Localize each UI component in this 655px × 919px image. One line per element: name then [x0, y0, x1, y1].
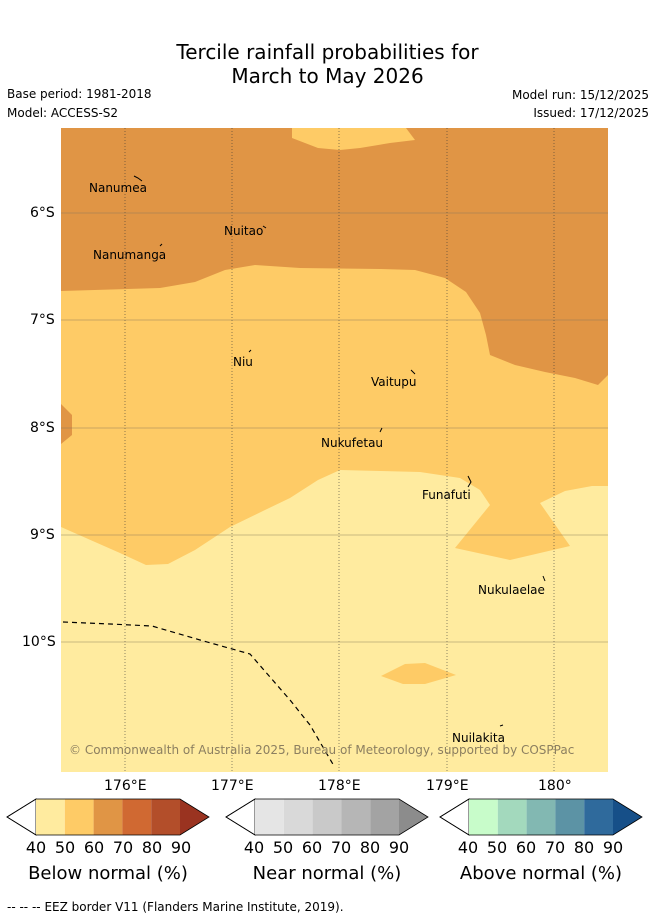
tick-label: 70	[330, 838, 352, 857]
eez-legend-text: EEZ border V11 (Flanders Marine Institut…	[44, 900, 344, 914]
place-nanumea: Nanumea	[89, 181, 147, 195]
colorbar-label-above: Above normal (%)	[459, 863, 623, 884]
place-nuilakita: Nuilakita	[452, 731, 505, 745]
tick-label: 80	[141, 838, 163, 857]
lon-label-180: 180°	[538, 778, 572, 794]
tick-label: 40	[243, 838, 265, 857]
issued-date: Issued: 17/12/2025	[533, 106, 649, 120]
lon-label-178e: 178°E	[318, 778, 361, 794]
lat-label-6s: 6°S	[30, 205, 55, 221]
place-funafuti: Funafuti	[422, 488, 471, 502]
colorbar-outline	[439, 798, 643, 836]
zone-below-50-60-patch	[381, 663, 456, 684]
tick-label: 80	[359, 838, 381, 857]
place-nukufetau: Nukufetau	[321, 436, 384, 450]
colorbar-outline	[6, 798, 210, 836]
eez-border	[62, 621, 335, 767]
copyright: © Commonwealth of Australia 2025, Bureau…	[69, 743, 575, 757]
colorbar-segment	[36, 799, 65, 835]
tick-label: 50	[272, 838, 294, 857]
colorbar-below	[6, 798, 210, 836]
colorbar-over-triangle	[613, 799, 642, 835]
colorbar-label-near: Near normal (%)	[252, 863, 402, 884]
tick-label: 60	[301, 838, 323, 857]
place-vaitupu: Vaitupu	[371, 375, 417, 389]
title-line-2: March to May 2026	[231, 64, 424, 88]
zone-below-60-70	[61, 128, 608, 385]
lon-label-179e: 179°E	[426, 778, 469, 794]
tick-label: 60	[515, 838, 537, 857]
lat-label-10s: 10°S	[22, 634, 56, 650]
colorbar-segment	[555, 799, 585, 835]
colorbar-segment	[255, 799, 284, 835]
colorbar-segment	[93, 799, 123, 835]
tick-label: 50	[486, 838, 508, 857]
colorbar-segment	[469, 799, 498, 835]
colorbar-under-triangle	[225, 798, 256, 836]
place-nanumanga: Nanumanga	[93, 248, 167, 262]
lat-label-9s: 9°S	[30, 527, 55, 543]
map-area	[61, 128, 608, 772]
place-niu: Niu	[233, 355, 253, 369]
place-nukulaelae: Nukulaelae	[478, 583, 545, 597]
colorbar-near	[225, 798, 429, 836]
lon-label-176e: 176°E	[104, 778, 147, 794]
colorbar-label-below: Below normal (%)	[28, 863, 188, 884]
colorbar-above	[439, 798, 643, 836]
lon-label-177e: 177°E	[211, 778, 254, 794]
colorbar-segment	[526, 799, 556, 835]
tick-label: 70	[544, 838, 566, 857]
lat-label-7s: 7°S	[30, 312, 55, 328]
colorbar-segment	[497, 799, 527, 835]
colorbar-over-triangle	[399, 799, 428, 835]
colorbar-under-triangle	[439, 798, 470, 836]
colorbar-segment	[584, 799, 613, 835]
tick-label: 90	[170, 838, 192, 857]
tick-label: 90	[602, 838, 624, 857]
colorbar-segment	[341, 799, 371, 835]
tick-label: 80	[573, 838, 595, 857]
model-name: Model: ACCESS-S2	[7, 106, 119, 120]
colorbar-segment	[283, 799, 313, 835]
colorbars-svg	[6, 798, 643, 836]
lat-gridlines	[61, 212, 608, 643]
colorbar-under-triangle	[6, 798, 37, 836]
footer-eez: -- -- -- EEZ border V11 (Flanders Marine…	[7, 900, 344, 914]
colorbar-segment	[312, 799, 342, 835]
colorbar-segment	[370, 799, 399, 835]
eez-legend-symbol: -- -- --	[7, 900, 41, 914]
title-line-1: Tercile rainfall probabilities for	[176, 40, 479, 64]
colorbar-over-triangle	[180, 799, 209, 835]
island-marks	[133, 175, 546, 727]
zone-below-60-70-west	[61, 404, 72, 444]
colorbar-segment	[64, 799, 94, 835]
tick-label: 40	[25, 838, 47, 857]
base-period: Base period: 1981-2018	[7, 87, 152, 101]
colorbar-segment	[122, 799, 152, 835]
place-nuitao: Nuitao	[224, 224, 264, 238]
colorbar-ticks-below: 40 50 60 70 80 90 40 50 60 70 80 90 40 5…	[0, 838, 655, 858]
gridlines	[124, 128, 555, 772]
model-run: Model run: 15/12/2025	[511, 88, 649, 102]
tick-label: 70	[112, 838, 134, 857]
tick-label: 60	[83, 838, 105, 857]
lat-label-8s: 8°S	[30, 420, 55, 436]
tick-label: 90	[388, 838, 410, 857]
tick-label: 50	[54, 838, 76, 857]
colorbar-outline	[225, 798, 429, 836]
colorbar-segment	[151, 799, 180, 835]
tick-label: 40	[457, 838, 479, 857]
